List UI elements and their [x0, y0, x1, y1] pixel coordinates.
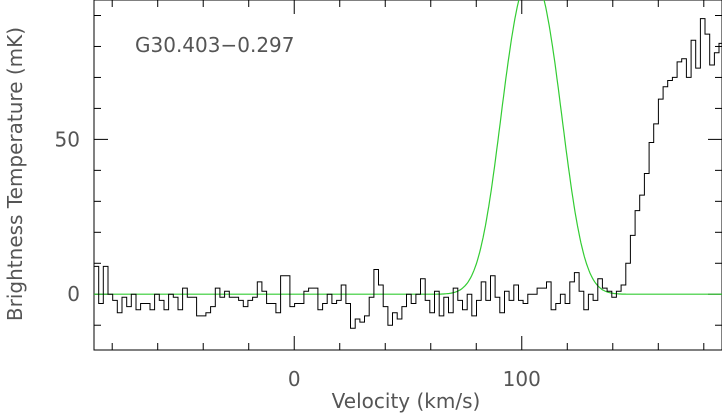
plot-frame: [93, 0, 722, 351]
source-annotation: G30.403−0.297: [135, 33, 295, 57]
spectrum-histogram-line: [94, 18, 722, 329]
tick-labels: 0 100 0 50: [55, 127, 541, 391]
axis-ticks: [94, 0, 722, 350]
y-tick-label: 50: [55, 127, 80, 151]
x-tick-label: 100: [503, 367, 541, 391]
y-tick-label: 0: [67, 282, 80, 306]
series-layer: [94, 0, 722, 329]
x-axis-label: Velocity (km/s): [332, 389, 481, 413]
y-axis-label: Brightness Temperature (mK): [3, 27, 27, 321]
x-tick-label: 0: [288, 367, 301, 391]
